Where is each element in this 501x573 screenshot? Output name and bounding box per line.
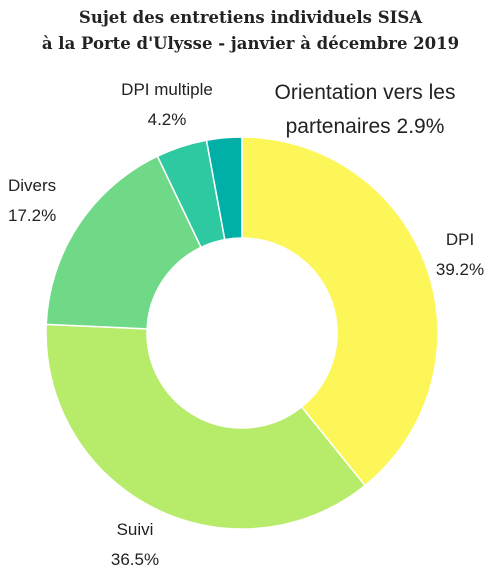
donut-slice (45, 323, 367, 530)
donut-slice (241, 136, 439, 487)
value-label: 17.2% (8, 206, 57, 225)
category-label: Divers (8, 176, 57, 195)
value-label: 4.2% (147, 110, 187, 129)
category-label: DPI multiple (121, 80, 213, 99)
value-label: 36.5% (110, 550, 160, 569)
slice-label: Suivi 36.5% (85, 515, 185, 573)
slice-label: DPI multiple 4.2% (97, 75, 237, 135)
category-label: Suivi (116, 520, 154, 539)
donut-slice (45, 155, 203, 330)
category-label: Orientation vers les partenaires (274, 81, 456, 138)
slice-label: DPI 39.2% (420, 225, 500, 285)
category-label: DPI (445, 230, 475, 249)
chart-title: à la Porte d'Ulysse - janvier à décembre… (41, 34, 460, 53)
chart-title: Sujet des entretiens individuels SISA (78, 8, 423, 27)
value-label: 39.2% (435, 260, 485, 279)
slice-label: Orientation vers les partenaires 2.9% (255, 76, 475, 144)
value-label: 2.9% (396, 115, 445, 138)
donut-slice (205, 136, 243, 241)
slice-label: Divers 17.2% (8, 171, 88, 231)
